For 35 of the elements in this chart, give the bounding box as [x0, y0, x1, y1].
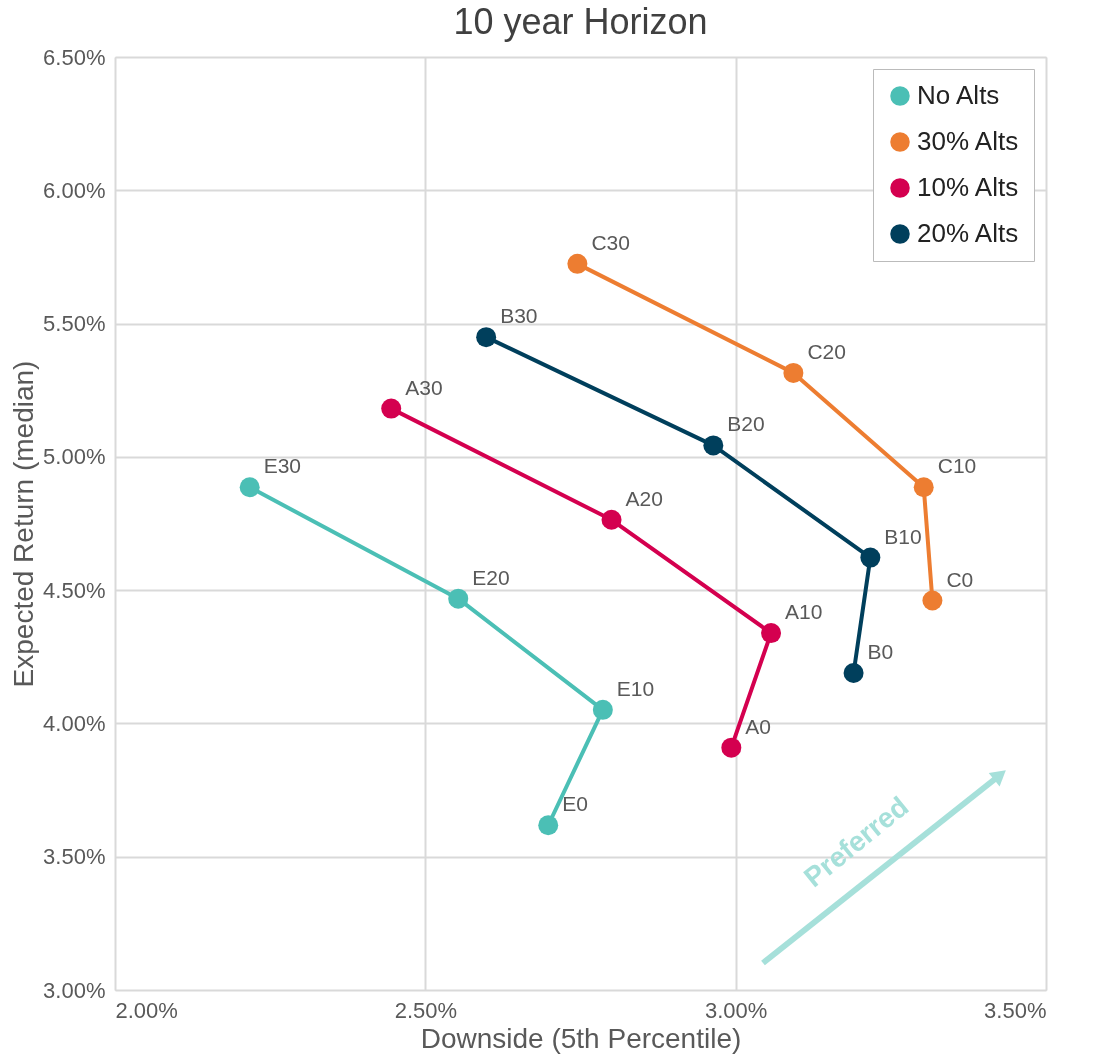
x-tick-label: 3.50%	[984, 997, 1047, 1023]
annotation: C0	[946, 567, 974, 591]
legend-label: No Alts	[917, 80, 1000, 110]
annotation: E10	[616, 676, 655, 700]
annotation: B30	[500, 304, 538, 328]
y-tick-label: 5.50%	[43, 311, 106, 337]
x-tick-label: 3.00%	[704, 997, 768, 1023]
legend-label: 10% Alts	[917, 172, 1019, 202]
x-tick-label: 2.50%	[394, 997, 458, 1023]
chart-title: 10 year Horizon	[453, 1, 708, 42]
legend-label: 20% Alts	[917, 218, 1019, 248]
annotation: A0	[745, 714, 772, 738]
y-tick-label: 5.00%	[43, 444, 106, 470]
annotation: E0	[562, 792, 588, 816]
annotation: E20	[472, 565, 510, 589]
x-axis-title: Downside (5th Percentile)	[420, 1022, 742, 1054]
annotation: B20	[727, 412, 765, 436]
legend-label: 30% Alts	[917, 126, 1019, 156]
y-tick-label: 3.00%	[43, 977, 106, 1003]
annotation: A20	[625, 486, 663, 510]
x-tick-label: 2.00%	[115, 997, 178, 1023]
annotation: C20	[807, 339, 846, 363]
annotation: B0	[867, 640, 894, 664]
y-tick-label: 4.50%	[43, 577, 106, 603]
y-tick-label: 4.00%	[43, 710, 106, 736]
y-tick-label: 3.50%	[43, 844, 106, 870]
annotation: E30	[263, 454, 302, 478]
annotation: C10	[937, 454, 977, 478]
y-axis-title: Expected Return (median)	[8, 360, 40, 688]
annotation: C30	[591, 230, 630, 254]
annotation: A10	[785, 600, 823, 624]
annotation: A30	[405, 375, 443, 399]
annotation: B10	[884, 524, 922, 548]
y-tick-label: 6.00%	[43, 177, 106, 203]
y-tick-label: 6.50%	[43, 44, 106, 70]
